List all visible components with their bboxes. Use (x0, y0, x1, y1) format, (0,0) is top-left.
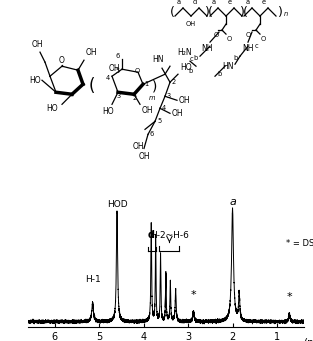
Text: OH: OH (179, 96, 191, 105)
Text: (: ( (170, 5, 174, 18)
Text: d: d (148, 230, 155, 240)
Text: c: c (190, 56, 194, 62)
Text: OH: OH (108, 64, 120, 73)
Text: a: a (229, 197, 236, 207)
Text: O: O (59, 56, 65, 65)
Text: NH: NH (242, 44, 254, 53)
Text: 5: 5 (157, 118, 161, 124)
Text: ): ) (278, 5, 283, 18)
Text: e: e (228, 0, 232, 5)
Text: m: m (149, 95, 156, 101)
Text: (: ( (243, 5, 248, 18)
Text: (: ( (89, 77, 95, 95)
Text: (: ( (208, 5, 213, 18)
Text: OH: OH (142, 106, 154, 115)
Text: *: * (191, 290, 196, 300)
Text: 4: 4 (162, 105, 166, 111)
Text: 2: 2 (172, 79, 176, 85)
Text: a: a (177, 0, 181, 5)
Text: HO: HO (29, 76, 41, 85)
Text: HO: HO (46, 104, 58, 113)
Text: HN: HN (222, 62, 234, 71)
Text: a: a (246, 0, 250, 5)
Text: e: e (262, 0, 266, 5)
Text: 5: 5 (116, 68, 120, 74)
Text: OH: OH (31, 40, 43, 49)
Text: OH: OH (86, 48, 98, 57)
Text: H-2~H-6: H-2~H-6 (150, 231, 189, 240)
Text: 1: 1 (144, 81, 148, 87)
Text: 2: 2 (133, 95, 137, 101)
Text: 3: 3 (117, 93, 121, 99)
Text: b: b (188, 68, 192, 74)
Text: H₂N: H₂N (178, 48, 192, 57)
Text: b: b (218, 71, 222, 77)
Text: HO: HO (102, 107, 114, 116)
Text: ): ) (239, 5, 244, 18)
Text: d: d (193, 0, 197, 5)
Text: b: b (234, 55, 238, 61)
Text: O: O (261, 36, 266, 42)
Text: ): ) (205, 5, 209, 18)
Text: a: a (212, 0, 216, 5)
Text: HO: HO (180, 63, 192, 72)
Text: c: c (255, 43, 259, 49)
Text: OH: OH (138, 152, 150, 161)
Text: (ppm): (ppm) (303, 338, 313, 341)
Text: b: b (194, 55, 198, 61)
Text: O: O (214, 32, 219, 38)
Text: ): ) (152, 79, 157, 93)
Text: O: O (134, 68, 140, 74)
Text: 4: 4 (106, 75, 110, 81)
Text: 6: 6 (116, 53, 120, 59)
Text: O: O (246, 32, 251, 38)
Text: n: n (284, 11, 288, 17)
Text: OH: OH (132, 143, 144, 151)
Text: HN: HN (152, 55, 164, 64)
Text: 6: 6 (150, 131, 154, 137)
Text: O: O (227, 36, 232, 42)
Text: OH: OH (186, 21, 196, 27)
Text: * = DSS: * = DSS (286, 239, 313, 248)
Text: OH: OH (172, 109, 184, 118)
Text: HOD: HOD (107, 200, 127, 209)
Text: 3: 3 (167, 93, 171, 99)
Text: *: * (287, 292, 292, 302)
Text: H-1: H-1 (85, 275, 100, 284)
Text: NH: NH (201, 44, 213, 53)
